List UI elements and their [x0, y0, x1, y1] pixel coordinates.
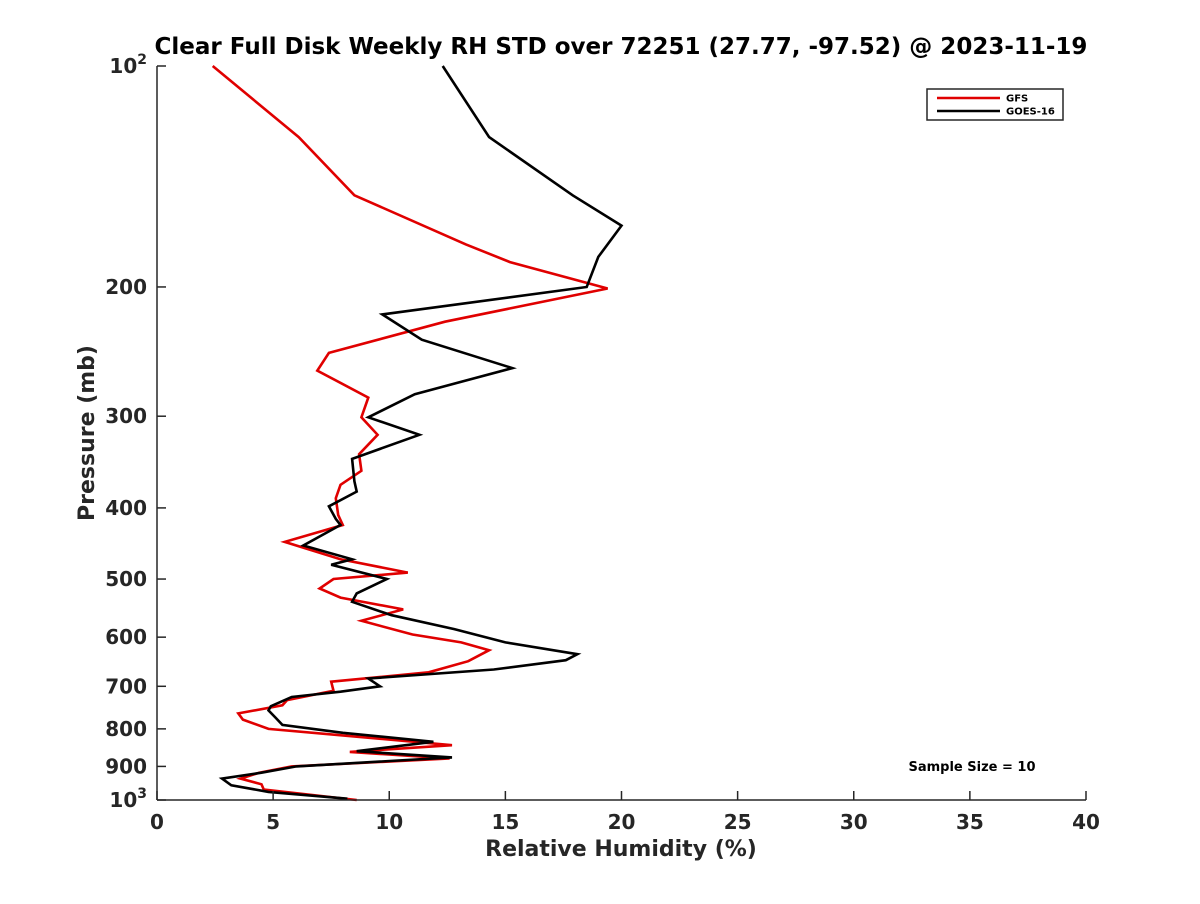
x-tick-label: 15: [491, 810, 519, 834]
x-tick-label: 20: [608, 810, 636, 834]
x-tick-label: 10: [375, 810, 403, 834]
x-tick-label: 0: [150, 810, 164, 834]
x-axis-label: Relative Humidity (%): [485, 837, 757, 862]
legend-label-gfs: GFS: [1006, 94, 1028, 105]
plot-lines: [211, 64, 624, 802]
y-axis-label: Pressure (mb): [75, 345, 100, 521]
series-line-gfs: [211, 64, 608, 802]
series-line-goes-16: [218, 65, 624, 800]
y-axis-ticks: 102 200 300 400 500 600 700 800 900 103: [105, 52, 166, 812]
y-tick-label: 300: [105, 404, 147, 428]
y-tick-label: 200: [105, 275, 147, 299]
axes: [156, 66, 1086, 801]
y-tick-label: 900: [105, 754, 147, 778]
x-tick-label: 35: [956, 810, 984, 834]
sample-size-annotation: Sample Size = 10: [908, 760, 1035, 775]
y-tick-label: 103: [109, 786, 147, 812]
legend-label-goes-16: GOES-16: [1006, 107, 1055, 118]
x-tick-label: 40: [1072, 810, 1100, 834]
y-tick-label: 700: [105, 674, 147, 698]
x-tick-label: 5: [266, 810, 280, 834]
y-tick-label: 400: [105, 496, 147, 520]
x-axis-ticks: 0 5 10 15 20 25 30 35 40: [150, 791, 1100, 834]
y-tick-label: 800: [105, 717, 147, 741]
y-tick-label: 102: [109, 52, 147, 78]
x-tick-label: 30: [840, 810, 868, 834]
x-tick-label: 25: [724, 810, 752, 834]
y-tick-label: 600: [105, 625, 147, 649]
legend: GFS GOES-16: [926, 88, 1064, 121]
y-tick-label: 500: [105, 567, 147, 591]
chart-title: Clear Full Disk Weekly RH STD over 72251…: [155, 34, 1088, 60]
legend-box: [926, 88, 1064, 121]
